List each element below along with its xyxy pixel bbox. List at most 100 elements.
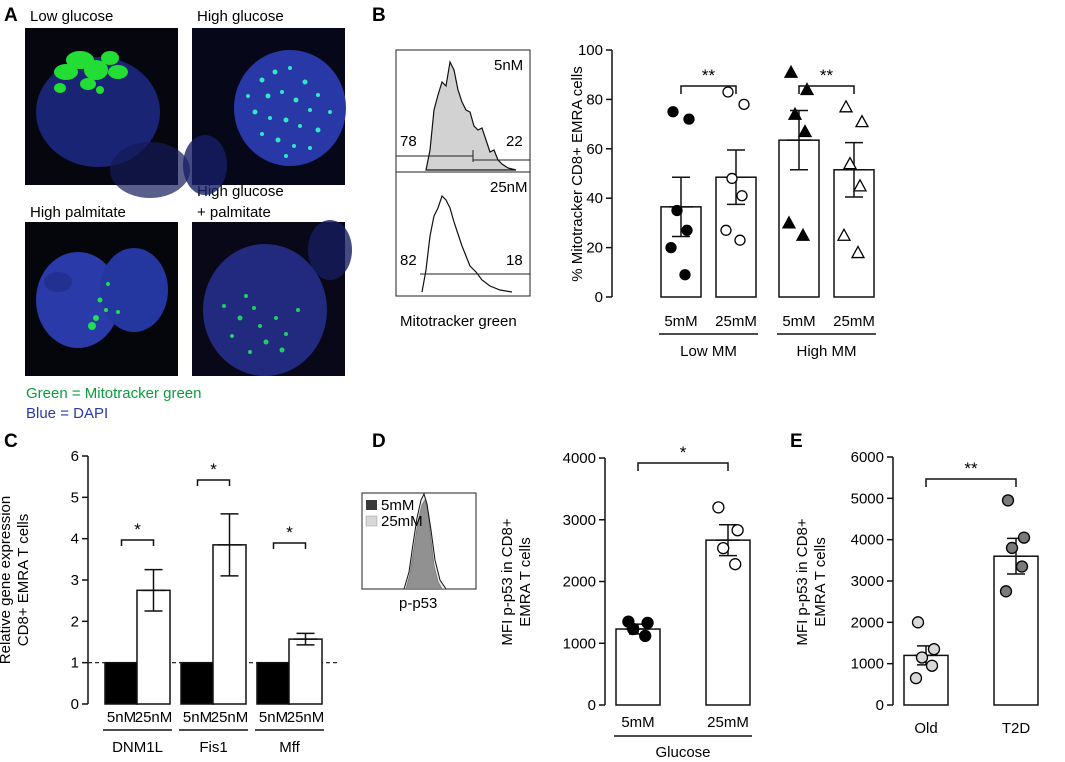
micrograph-high-glucose-palmitate (192, 220, 352, 376)
chart-d-bar (615, 628, 661, 706)
chart-c-y-tick-label: 6 (71, 448, 79, 465)
chart-c-y-tick-label: 4 (71, 531, 79, 548)
hist-label-25nm: 25nM (490, 179, 528, 196)
chart-c-y-tick-label: 2 (71, 613, 79, 630)
chart-b-x-tick-label: 5mM (664, 313, 697, 330)
chart-b-data-point (781, 215, 797, 229)
chart-d-data-point (712, 501, 725, 514)
image-label-low-glucose: Low glucose (30, 8, 113, 25)
panel-letter-e: E (790, 431, 803, 452)
chart-e-y-tick-label: 1000 (851, 656, 884, 673)
chart-b-data-point (720, 224, 732, 236)
hist-xlabel-b: Mitotracker green (400, 313, 517, 330)
micrograph-low-glucose (25, 28, 190, 198)
chart-c-significance-bracket (196, 479, 231, 486)
chart-d-bar (705, 539, 751, 706)
chart-b-data-point (722, 86, 734, 98)
chart-d-y-tick-label: 0 (588, 697, 596, 714)
image-label-high-palmitate: High palmitate (30, 204, 126, 221)
chart-b-data-point (836, 227, 852, 241)
chart-c-significance-bracket (272, 542, 307, 549)
panel-c: C 0 1 2 3 4 5 6 Relative gene expression CD8+ EM… (0, 431, 338, 756)
chart-d-data-point (641, 616, 654, 630)
chart-e-y-label-1: MFI p-p53 in CD8+ (794, 518, 811, 645)
chart-e-y-tick-label: 5000 (851, 490, 884, 507)
chart-d-y-tick-label: 3000 (563, 512, 596, 529)
chart-b-significance-bracket (798, 85, 855, 94)
chart-e-data-point (1001, 494, 1015, 507)
chart-b-data-point (852, 178, 868, 192)
chart-d-data-point (717, 542, 730, 555)
legend-label-5mm: 5mM (381, 497, 414, 514)
hist-xlabel-d: p-p53 (399, 595, 437, 612)
chart-b-data-point (842, 156, 858, 170)
chart-d-y-tick-label: 1000 (563, 635, 596, 652)
chart-b-y-tick-label: 20 (586, 240, 603, 257)
chart-d-y-label-2: EMRA T cells (517, 537, 534, 626)
chart-c-bar (180, 661, 215, 705)
chart-b-significance-stars: ** (820, 66, 834, 85)
chart-b-data-point (679, 269, 691, 281)
panel-a: A Low glucose High glucose High palmitat… (4, 5, 352, 422)
panel-letter-b: B (372, 5, 386, 26)
chart-b-group-label: High MM (796, 343, 856, 360)
legend-swatch-5mm (366, 500, 377, 510)
chart-e-y-tick-label: 0 (876, 697, 884, 714)
chart-b-data-point (850, 245, 866, 259)
chart-b-y-tick-label: 40 (586, 190, 603, 207)
chart-e-significance-bracket (925, 478, 1017, 487)
chart-b-data-point (795, 227, 811, 241)
chart-c-x-tick-label: 5nM (183, 709, 212, 726)
chart-e-data-point (1017, 531, 1031, 544)
chart-d-significance-stars: * (680, 443, 687, 462)
chart-e-y-label-2: EMRA T cells (812, 537, 829, 626)
micrograph-high-glucose (183, 28, 346, 195)
chart-c-group-label: DNM1L (112, 739, 163, 756)
chart-b-y-tick-label: 60 (586, 141, 603, 158)
chart-b-data-point (797, 124, 813, 138)
chart-c-y-label-2: CD8+ EMRA T cells (15, 514, 32, 646)
chart-c-x-tick-label: 25nM (287, 709, 325, 726)
chart-b-significance-stars: ** (702, 66, 716, 85)
chart-b-data-point (665, 241, 677, 254)
image-label-high-glucose-palmitate-2: + palmitate (197, 204, 271, 221)
chart-c-bar (104, 661, 139, 705)
chart-e-data-point (911, 616, 925, 629)
chart-e-y-tick-label: 3000 (851, 573, 884, 590)
chart-d-data-point (731, 524, 744, 537)
histogram-5nm (425, 60, 517, 171)
hist-pct-right-5nm: 22 (506, 133, 523, 150)
chart-b-data-point (671, 204, 683, 217)
chart-c-y-tick-label: 3 (71, 572, 79, 589)
chart-d-y-tick-label: 4000 (563, 450, 596, 467)
caption-blue: Blue = DAPI (26, 405, 108, 422)
chart-c-significance-stars: * (286, 523, 293, 542)
chart-e-x-tick-label: Old (914, 720, 937, 737)
chart-b-data-point (738, 98, 750, 110)
chart-e-x-tick-label: T2D (1002, 720, 1031, 737)
micrograph-high-palmitate (25, 222, 178, 376)
chart-c-significance-bracket (120, 539, 155, 546)
chart-e-y-tick-label: 6000 (851, 449, 884, 466)
chart-e-data-point (909, 671, 923, 685)
chart-e-significance-stars: ** (964, 459, 978, 478)
panel-letter-c: C (4, 431, 18, 452)
hist-label-5nm: 5nM (494, 57, 523, 74)
chart-d-x-tick-label: 5mM (621, 714, 654, 731)
panel-letter-a: A (4, 5, 18, 26)
chart-b-data-point (799, 82, 815, 96)
chart-e-data-point (1015, 560, 1029, 573)
caption-green: Green = Mitotracker green (26, 385, 202, 402)
chart-b-data-point (681, 224, 693, 236)
chart-e-y-tick-label: 2000 (851, 614, 884, 631)
chart-d-data-point (639, 629, 652, 642)
image-label-high-glucose: High glucose (197, 8, 284, 25)
histogram-25nm (421, 194, 513, 293)
chart-d-x-tick-label: 25mM (707, 714, 749, 731)
hist-pct-left-25nm: 82 (400, 252, 417, 269)
chart-c-y-tick-label: 0 (71, 696, 79, 713)
hist-pct-left-5nm: 78 (400, 133, 417, 150)
panel-letter-d: D (372, 431, 386, 452)
chart-d-y-label-1: MFI p-p53 in CD8+ (499, 518, 516, 645)
